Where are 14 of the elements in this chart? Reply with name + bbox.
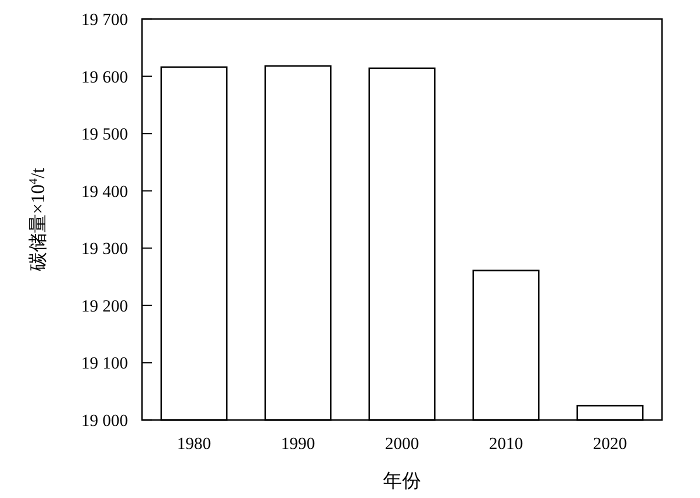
y-tick-label: 19 300 — [81, 239, 128, 258]
y-tick-label: 19 700 — [81, 10, 128, 29]
y-tick-label: 19 200 — [81, 296, 128, 316]
x-tick-label: 1990 — [281, 434, 315, 453]
y-tick-label: 19 400 — [81, 182, 128, 201]
y-tick-label: 19 600 — [81, 67, 128, 86]
x-tick-label: 2000 — [385, 434, 419, 453]
y-tick-label: 19 500 — [81, 124, 128, 144]
y-tick-label: 19 100 — [81, 354, 128, 373]
x-tick-label: 2010 — [489, 434, 523, 453]
x-tick-label: 2020 — [593, 434, 627, 453]
x-tick-label: 1980 — [177, 434, 211, 453]
y-tick-label: 19 000 — [81, 411, 128, 430]
x-axis-title: 年份 — [383, 471, 421, 492]
